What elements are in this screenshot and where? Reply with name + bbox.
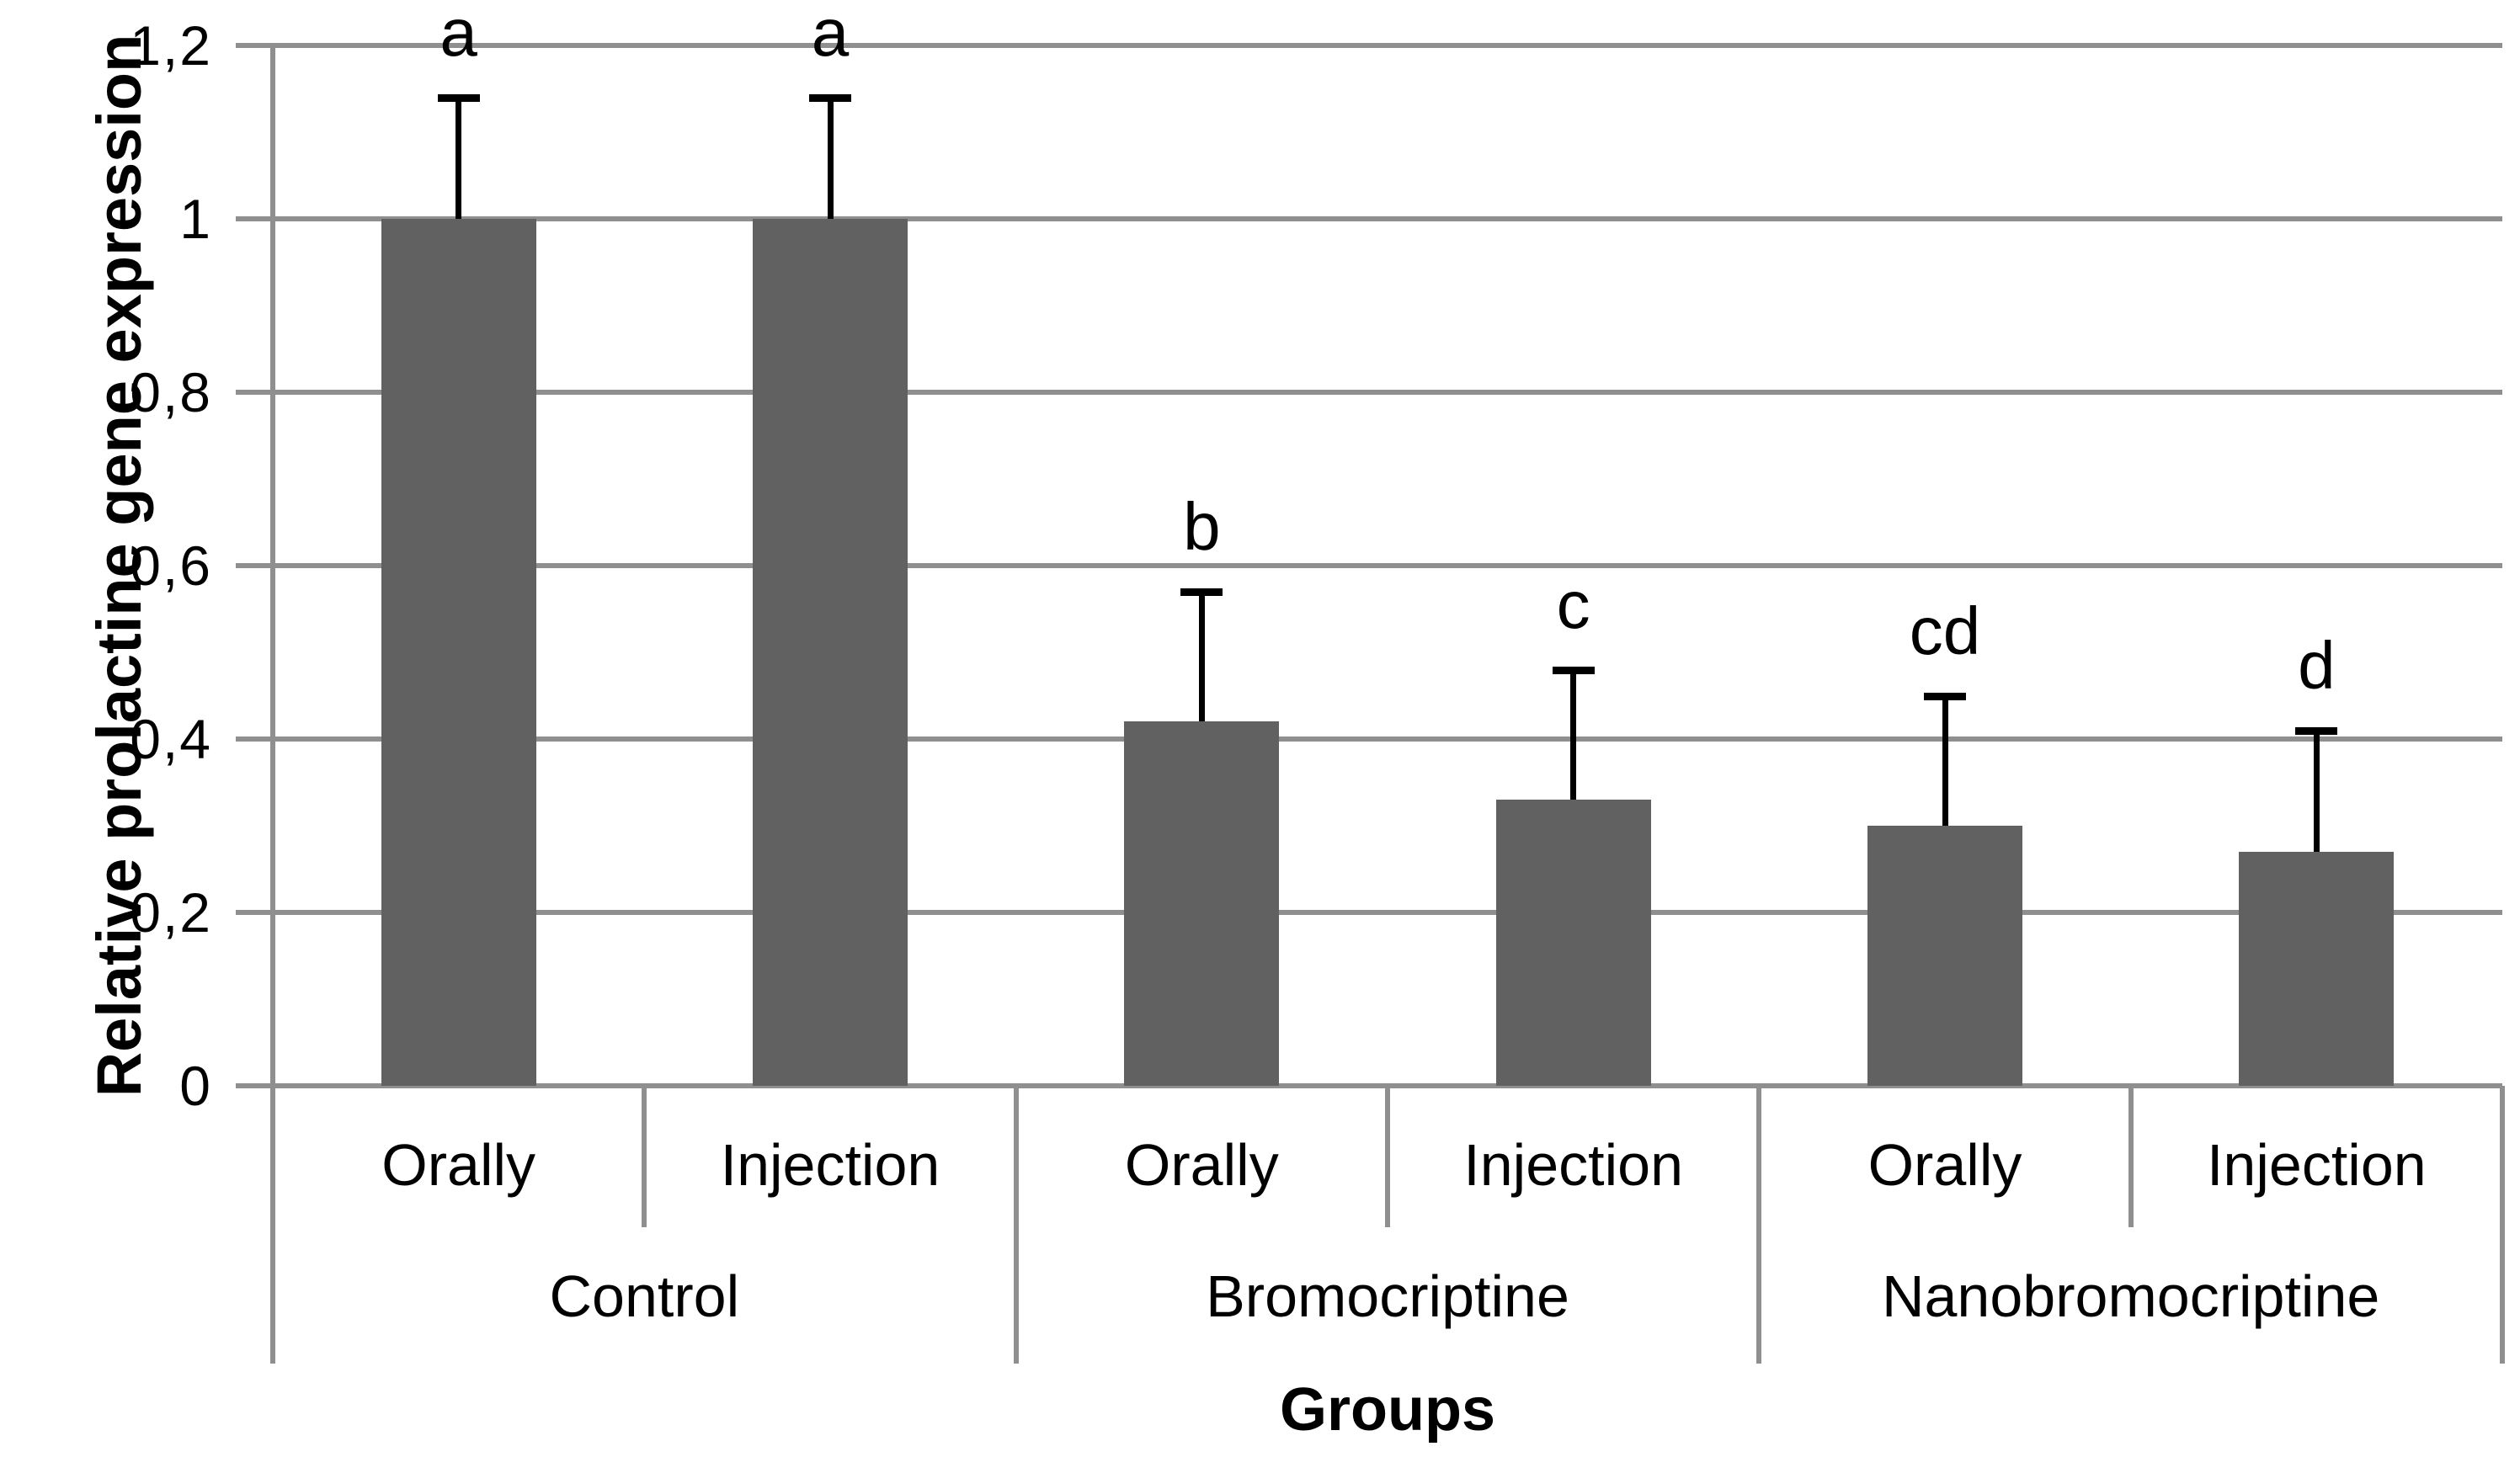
bar [753, 219, 908, 1086]
error-bar-cap [2295, 726, 2338, 735]
x-axis-title: Groups [1279, 1376, 1495, 1444]
group-divider [1756, 1086, 1762, 1364]
y-tick-label: 0 [179, 1055, 212, 1117]
significance-letter: a [440, 0, 477, 70]
error-bar-cap [1180, 588, 1223, 596]
gridline [273, 736, 2502, 742]
category-label: Orally [1867, 1132, 2022, 1198]
gridline [273, 910, 2502, 915]
significance-letter: c [1556, 566, 1590, 642]
bar [1124, 721, 1280, 1086]
y-tick [236, 736, 273, 742]
y-tick [236, 216, 273, 221]
error-bar [827, 97, 834, 219]
error-bar-cap [437, 93, 480, 102]
group-divider [1013, 1086, 1019, 1364]
y-tick-label: 0,8 [130, 361, 212, 423]
category-label: Injection [720, 1132, 940, 1198]
y-tick-label: 1,2 [130, 14, 212, 77]
significance-letter: b [1183, 488, 1221, 564]
gridline [273, 390, 2502, 395]
category-divider [642, 1086, 647, 1227]
significance-letter: cd [1909, 593, 1981, 668]
group-divider [2500, 1086, 2505, 1364]
gridline [273, 216, 2502, 221]
error-bar-cap [809, 93, 851, 102]
y-tick-label: 0,2 [130, 881, 212, 944]
group-label: Control [549, 1263, 740, 1329]
y-tick-label: 0,6 [130, 534, 212, 597]
y-axis-line [270, 43, 275, 1364]
y-tick [236, 390, 273, 395]
bar [1867, 826, 2022, 1086]
y-tick-label: 1 [179, 188, 212, 250]
error-bar [1198, 591, 1205, 722]
bar [381, 219, 536, 1086]
y-tick [236, 910, 273, 915]
category-label: Injection [2206, 1132, 2427, 1198]
bar [2239, 851, 2395, 1086]
gridline [273, 563, 2502, 568]
error-bar [2313, 730, 2320, 852]
category-divider [1385, 1086, 1390, 1227]
error-bar [1570, 669, 1577, 800]
y-tick [236, 563, 273, 568]
y-tick-label: 0,4 [130, 708, 212, 770]
category-label: Injection [1463, 1132, 1684, 1198]
group-label: Bromocriptine [1206, 1263, 1569, 1329]
error-bar [456, 97, 462, 219]
category-label: Orally [1124, 1132, 1279, 1198]
group-label: Nanobromocriptine [1881, 1263, 2380, 1329]
gridline [273, 43, 2502, 48]
error-bar-cap [1552, 666, 1595, 674]
significance-letter: d [2298, 627, 2336, 703]
significance-letter: a [811, 0, 850, 70]
category-divider [2128, 1086, 2134, 1227]
error-bar-cap [1924, 692, 1966, 700]
category-label: Orally [381, 1132, 536, 1198]
y-tick [236, 43, 273, 48]
error-bar [1942, 695, 1948, 826]
bar [1495, 800, 1651, 1086]
y-tick [236, 1083, 273, 1088]
